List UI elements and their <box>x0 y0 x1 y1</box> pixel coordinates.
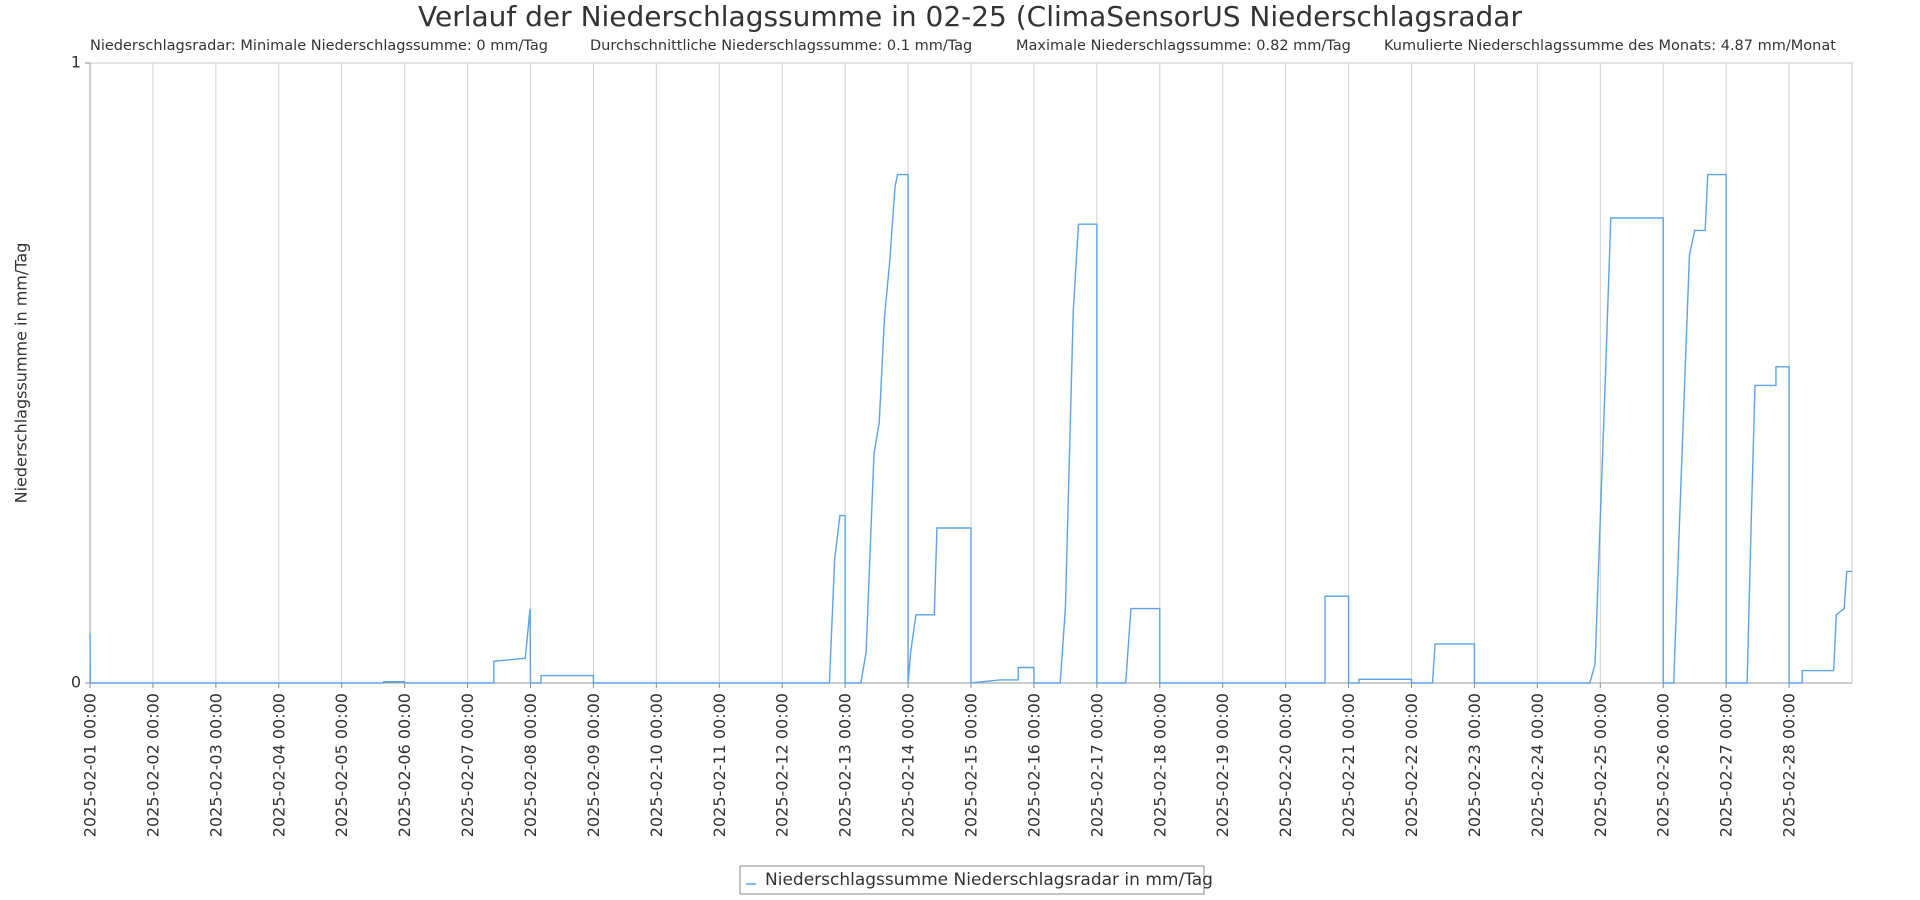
x-tick-label: 2025-02-26 00:00 <box>1654 693 1673 837</box>
x-tick-label: 2025-02-20 00:00 <box>1276 693 1295 837</box>
y-axis-label: Niederschlagssumme in mm/Tag <box>12 243 31 504</box>
x-tick-label: 2025-02-21 00:00 <box>1339 693 1358 837</box>
data-line <box>89 173 1852 684</box>
x-tick-label: 2025-02-18 00:00 <box>1150 693 1169 837</box>
legend: Niederschlagssumme Niederschlagsradar in… <box>739 865 1213 895</box>
annotation: Kumulierte Niederschlagssumme des Monats… <box>1384 38 1836 54</box>
chart-title: Verlauf der Niederschlagssumme in 02-25 … <box>418 0 1522 33</box>
legend-label: Niederschlagssumme Niederschlagsradar in… <box>765 870 1213 890</box>
x-tick-label: 2025-02-09 00:00 <box>584 693 603 837</box>
x-tick-label: 2025-02-24 00:00 <box>1528 693 1547 837</box>
x-tick-label: 2025-02-12 00:00 <box>773 693 792 837</box>
x-tick-label: 2025-02-27 00:00 <box>1717 693 1736 837</box>
x-tick-label: 2025-02-08 00:00 <box>521 693 540 837</box>
x-tick-label: 2025-02-10 00:00 <box>647 693 666 837</box>
x-tick-label: 2025-02-05 00:00 <box>332 693 351 837</box>
x-tick-label: 2025-02-25 00:00 <box>1591 693 1610 837</box>
x-tick-label: 2025-02-28 00:00 <box>1780 693 1799 837</box>
x-tick-label: 2025-02-16 00:00 <box>1024 693 1043 837</box>
x-tick-label: 2025-02-01 00:00 <box>81 693 100 837</box>
legend-box <box>739 865 1205 895</box>
x-tick-label: 2025-02-19 00:00 <box>1213 693 1232 837</box>
x-tick-label: 2025-02-07 00:00 <box>458 693 477 837</box>
x-tick-label: 2025-02-15 00:00 <box>962 693 981 837</box>
annotation: Durchschnittliche Niederschlagssumme: 0.… <box>590 38 972 54</box>
x-tick-label: 2025-02-04 00:00 <box>269 693 288 837</box>
y-tick-label: 1 <box>71 53 81 72</box>
x-tick-label: 2025-02-03 00:00 <box>206 693 225 837</box>
annotation: Maximale Niederschlagssumme: 0.82 mm/Tag <box>1016 38 1351 54</box>
x-tick-label: 2025-02-14 00:00 <box>899 693 918 837</box>
x-tick-label: 2025-02-06 00:00 <box>395 693 414 837</box>
x-tick-label: 2025-02-17 00:00 <box>1087 693 1106 837</box>
x-tick-label: 2025-02-11 00:00 <box>710 693 729 837</box>
x-tick-label: 2025-02-23 00:00 <box>1465 693 1484 837</box>
x-tick-label: 2025-02-13 00:00 <box>836 693 855 837</box>
y-tick-label: 0 <box>71 673 81 692</box>
annotation: Niederschlagsradar: Minimale Niederschla… <box>90 38 548 54</box>
x-tick-label: 2025-02-02 00:00 <box>143 693 162 837</box>
x-tick-label: 2025-02-22 00:00 <box>1402 693 1421 837</box>
